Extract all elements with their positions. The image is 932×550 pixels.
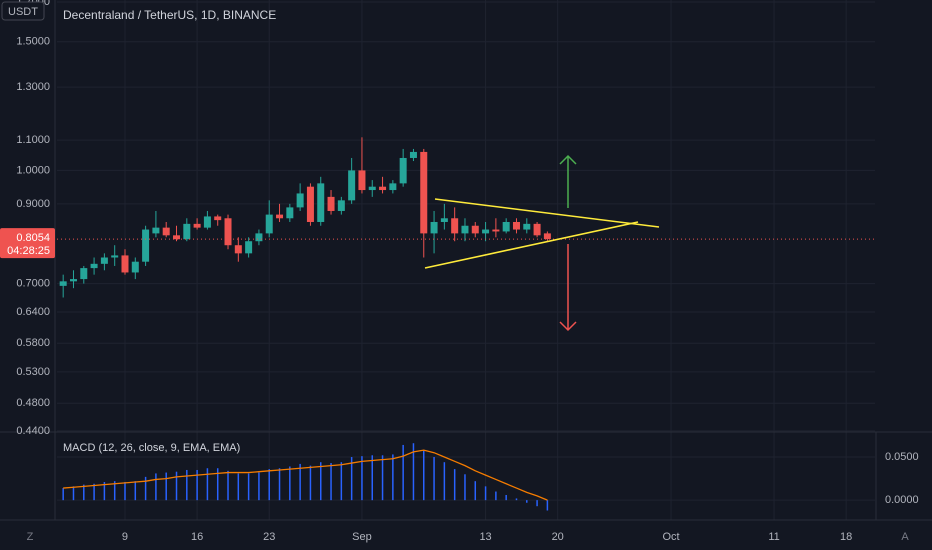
x-tick-label: 23 bbox=[263, 531, 275, 543]
chart-title: Decentraland / TetherUS, 1D, BINANCE bbox=[63, 8, 276, 22]
x-tick-label: 18 bbox=[840, 531, 852, 543]
candle-body bbox=[142, 229, 150, 262]
candle-body bbox=[59, 281, 67, 286]
candle-body bbox=[183, 223, 191, 240]
candle-body bbox=[492, 229, 500, 232]
auto-scale-button[interactable]: A bbox=[901, 531, 909, 543]
candle-body bbox=[121, 255, 129, 273]
triangle-drawing bbox=[424, 198, 660, 269]
candle-body bbox=[337, 200, 345, 211]
timezone-button[interactable]: Z bbox=[27, 531, 34, 543]
candle-body bbox=[131, 261, 139, 273]
x-tick-label: 13 bbox=[479, 531, 491, 543]
x-tick-label: 16 bbox=[191, 531, 203, 543]
candle-body bbox=[173, 235, 181, 240]
candle-body bbox=[512, 221, 520, 230]
indicator-title: MACD (12, 26, close, 9, EMA, EMA) bbox=[63, 442, 240, 454]
candle-body bbox=[306, 186, 314, 222]
y-tick-label: 1.0000 bbox=[16, 164, 50, 176]
candle-body bbox=[69, 279, 77, 282]
candle-body bbox=[255, 233, 263, 242]
candle-body bbox=[100, 257, 108, 264]
currency-badge[interactable] bbox=[1, 1, 45, 21]
candle-body bbox=[482, 229, 490, 234]
lower-trendline bbox=[424, 221, 639, 269]
candle-body bbox=[461, 225, 469, 234]
x-tick-label: 9 bbox=[122, 531, 128, 543]
candle-body bbox=[152, 227, 160, 234]
candle-body bbox=[358, 170, 366, 191]
candle-body bbox=[533, 223, 541, 236]
y-tick-label: 0.6400 bbox=[16, 306, 50, 318]
candle-body bbox=[430, 221, 438, 234]
candle-body bbox=[440, 218, 448, 222]
candle-body bbox=[451, 218, 459, 234]
candle-body bbox=[276, 214, 284, 219]
marks bbox=[57, 137, 875, 511]
candle-body bbox=[471, 225, 479, 234]
candle-body bbox=[296, 193, 304, 208]
candle-body bbox=[409, 151, 417, 158]
candle-body bbox=[234, 245, 242, 254]
y-tick-label: 1.1000 bbox=[16, 134, 50, 146]
arrow-head bbox=[559, 321, 577, 332]
x-tick-label: Oct bbox=[662, 531, 679, 543]
y-tick-label: 0.4400 bbox=[16, 425, 50, 437]
candle-body bbox=[162, 227, 170, 236]
y2-tick-label: 0.0500 bbox=[885, 451, 919, 463]
candle-body bbox=[368, 186, 376, 191]
candle-body bbox=[389, 183, 397, 191]
y-tick-label: 1.5000 bbox=[16, 36, 50, 48]
candle-body bbox=[502, 221, 510, 232]
up-arrow bbox=[559, 154, 577, 208]
x-tick-label: Sep bbox=[352, 531, 372, 543]
axes: 1.70001.50001.30001.10001.00000.90000.70… bbox=[0, 0, 919, 543]
last-price-badge bbox=[0, 228, 55, 259]
candle-body bbox=[224, 218, 232, 246]
candle-body bbox=[203, 216, 211, 228]
candle-body bbox=[317, 183, 325, 222]
candle-body bbox=[245, 241, 253, 254]
x-tick-label: 20 bbox=[552, 531, 564, 543]
y-tick-label: 0.7000 bbox=[16, 277, 50, 289]
y-tick-label: 0.9000 bbox=[16, 198, 50, 210]
y-tick-label: 1.3000 bbox=[16, 81, 50, 93]
last-price-label: 0.8054 bbox=[16, 232, 50, 244]
y-tick-label: 0.4800 bbox=[16, 397, 50, 409]
arrow-head bbox=[559, 154, 577, 165]
countdown: 04:28:25 bbox=[7, 245, 50, 257]
y-tick-label: 0.5800 bbox=[16, 337, 50, 349]
candle-body bbox=[348, 170, 356, 201]
candle-body bbox=[399, 157, 407, 184]
macd-signal-line bbox=[63, 449, 548, 501]
candle-body bbox=[214, 216, 222, 221]
candle-body bbox=[543, 233, 551, 240]
candle-body bbox=[265, 214, 273, 234]
currency: USDT bbox=[8, 6, 38, 18]
candle-body bbox=[111, 255, 119, 258]
candle-body bbox=[327, 196, 335, 211]
candle-body bbox=[420, 151, 428, 234]
y2-tick-label: 0.0000 bbox=[885, 494, 919, 506]
x-tick-label: 11 bbox=[768, 531, 779, 543]
candle-body bbox=[80, 268, 88, 280]
candle-body bbox=[523, 223, 531, 230]
y-tick-label: 0.5300 bbox=[16, 366, 50, 378]
candle-body bbox=[379, 186, 387, 191]
down-arrow bbox=[559, 244, 577, 332]
candle-body bbox=[90, 263, 98, 269]
upper-trendline bbox=[434, 198, 660, 228]
candle-body bbox=[286, 207, 294, 219]
candle-body bbox=[193, 223, 201, 228]
